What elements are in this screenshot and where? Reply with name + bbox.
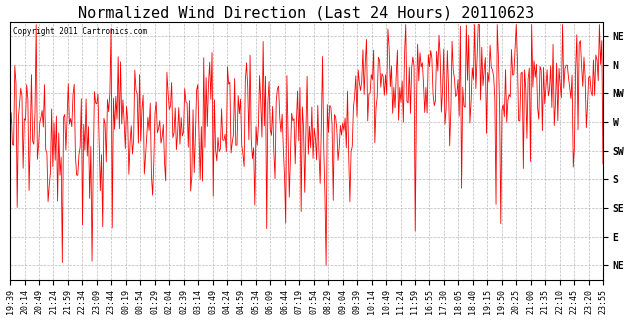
Text: Copyright 2011 Cartronics.com: Copyright 2011 Cartronics.com [13,27,147,36]
Title: Normalized Wind Direction (Last 24 Hours) 20110623: Normalized Wind Direction (Last 24 Hours… [78,5,535,20]
